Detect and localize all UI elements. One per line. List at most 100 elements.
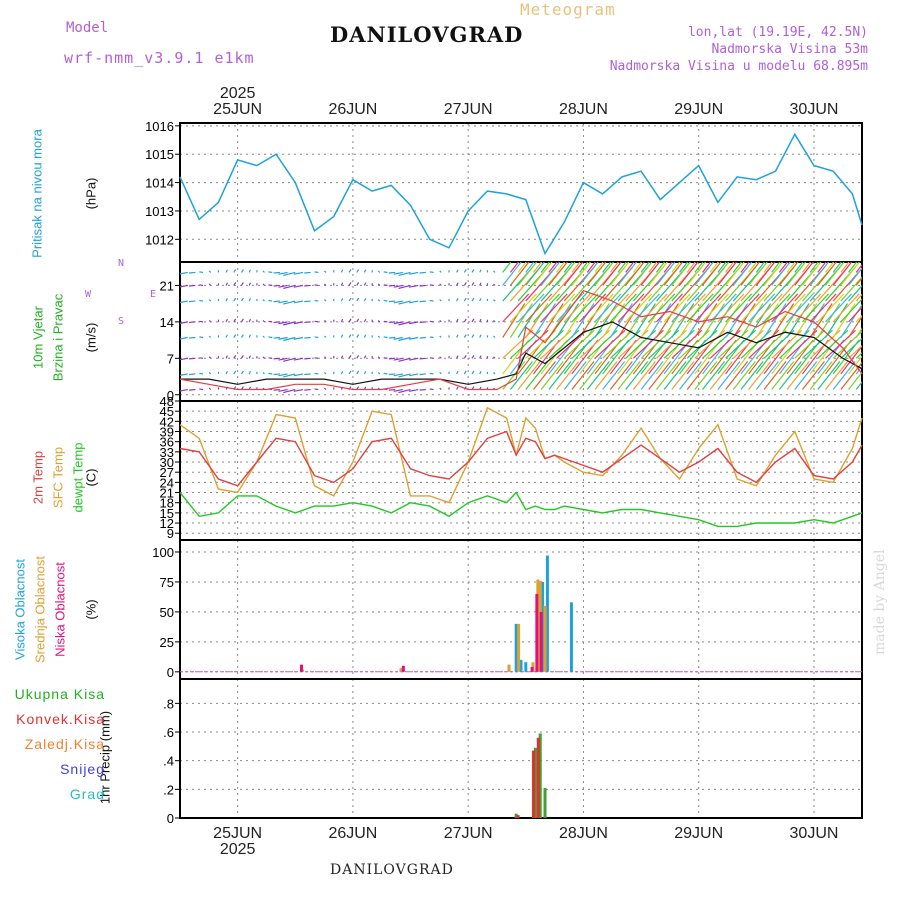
wind-arrow xyxy=(740,361,764,390)
wind-arrow xyxy=(340,334,344,338)
wind-arrow xyxy=(525,262,545,286)
compass-s: S xyxy=(118,316,125,327)
legend-snow: Snijeg xyxy=(60,761,105,777)
precip-ytick-label: .2 xyxy=(163,782,174,797)
wind-arrow xyxy=(314,357,319,359)
wind-arrow xyxy=(233,318,237,323)
wind-arrow xyxy=(617,293,645,323)
wind-arrow xyxy=(786,262,796,273)
wind-arrow xyxy=(383,299,388,302)
wind-arrow xyxy=(732,361,756,390)
date-tick-label: 26JUN xyxy=(328,101,377,118)
wind-arrow xyxy=(825,262,845,286)
wind-arrow xyxy=(809,293,837,323)
wind-arrow xyxy=(283,284,296,290)
wind-arrow xyxy=(563,303,587,338)
wind-arrow xyxy=(686,262,696,273)
year-label: 2025 xyxy=(220,85,256,102)
wind-arrow xyxy=(463,318,467,323)
wind-arrow xyxy=(348,355,352,359)
wind-arrow xyxy=(429,388,434,391)
wind-arrow xyxy=(456,269,459,273)
wind-arrow xyxy=(809,262,830,286)
year-label: 2025 xyxy=(220,841,256,858)
temperature-ytick-label: 30 xyxy=(160,455,174,470)
wind-arrow xyxy=(525,293,553,323)
wind-arrow xyxy=(771,293,799,323)
cloud-bar-low xyxy=(530,667,534,672)
wind-arrow xyxy=(283,373,296,378)
wind-arrow xyxy=(419,271,426,274)
wind-arrow xyxy=(525,361,549,390)
wind-arrow xyxy=(671,262,691,286)
wind-arrow xyxy=(686,303,710,338)
wind-arrow xyxy=(709,361,733,390)
wind-arrow xyxy=(479,298,482,302)
wind-arrow xyxy=(556,262,566,273)
wind-arrow xyxy=(540,293,568,323)
wind-arrow xyxy=(233,269,237,273)
wind-arrow xyxy=(208,283,212,286)
wind-arrow xyxy=(189,300,196,303)
wind-arrow xyxy=(304,284,311,287)
wind-arrow xyxy=(293,300,304,304)
wind-arrow xyxy=(533,262,553,286)
wind-arrow xyxy=(748,293,776,323)
wind-arrow xyxy=(732,293,760,323)
wind-arrow xyxy=(377,283,381,286)
wind-arrow xyxy=(189,336,196,339)
wind-arrow xyxy=(314,299,319,302)
wind-arrow xyxy=(709,262,719,273)
wind-arrow xyxy=(293,388,304,392)
wind-arrow xyxy=(571,262,592,286)
wind-arrow xyxy=(855,365,862,375)
wind-arrow xyxy=(356,269,360,273)
wind-arrow xyxy=(409,271,419,275)
wind-arrow xyxy=(493,319,496,323)
wind-arrow xyxy=(532,303,556,338)
wind-arrow xyxy=(456,334,459,338)
wind-arrow xyxy=(848,315,862,338)
temperature-ytick-label: 45 xyxy=(160,404,174,419)
wind-arrow xyxy=(648,303,672,338)
wind-arrow xyxy=(640,262,650,273)
wind-arrow xyxy=(383,320,388,323)
wind-arrow xyxy=(517,303,541,338)
wind-arrow xyxy=(702,262,712,273)
wind-arrow xyxy=(393,300,403,304)
wind-arrow xyxy=(393,321,403,325)
wind-arrow xyxy=(471,334,475,338)
wind-arrow xyxy=(625,293,653,323)
wind-arrow xyxy=(563,262,584,286)
wind-arrow xyxy=(663,262,673,273)
wind-arrow xyxy=(794,361,818,390)
wind-arrow xyxy=(439,270,442,273)
wind-arrow xyxy=(278,336,288,340)
wind-arrow xyxy=(463,355,467,359)
wind-arrow xyxy=(248,269,252,273)
wind-gust-line xyxy=(179,289,863,391)
wind-arrow xyxy=(409,373,419,377)
wind-ytick-label: 21 xyxy=(160,278,174,293)
wind-arrow xyxy=(517,262,538,286)
wind-arrow xyxy=(463,269,467,273)
wind-arrow xyxy=(725,262,735,273)
wind-arrow xyxy=(199,336,204,339)
wind-arrow xyxy=(556,262,576,286)
wind-arrow xyxy=(208,335,212,338)
wind-arrow xyxy=(786,293,814,323)
date-tick-label: 25JUN xyxy=(213,825,262,842)
wind-arrow xyxy=(509,361,533,390)
wind-arrow xyxy=(679,262,689,273)
clouds-ytick-label: 75 xyxy=(160,575,174,590)
wind-arrow xyxy=(840,303,862,338)
wind-arrow xyxy=(419,300,426,303)
wind-arrow xyxy=(479,334,482,338)
cloud-bar-mid xyxy=(507,664,511,672)
wind-arrow xyxy=(832,262,842,273)
wind-arrow xyxy=(778,303,802,338)
date-tick-label: 28JUN xyxy=(559,101,608,118)
wind-arrow xyxy=(825,361,848,390)
wind-arrow xyxy=(180,321,188,324)
